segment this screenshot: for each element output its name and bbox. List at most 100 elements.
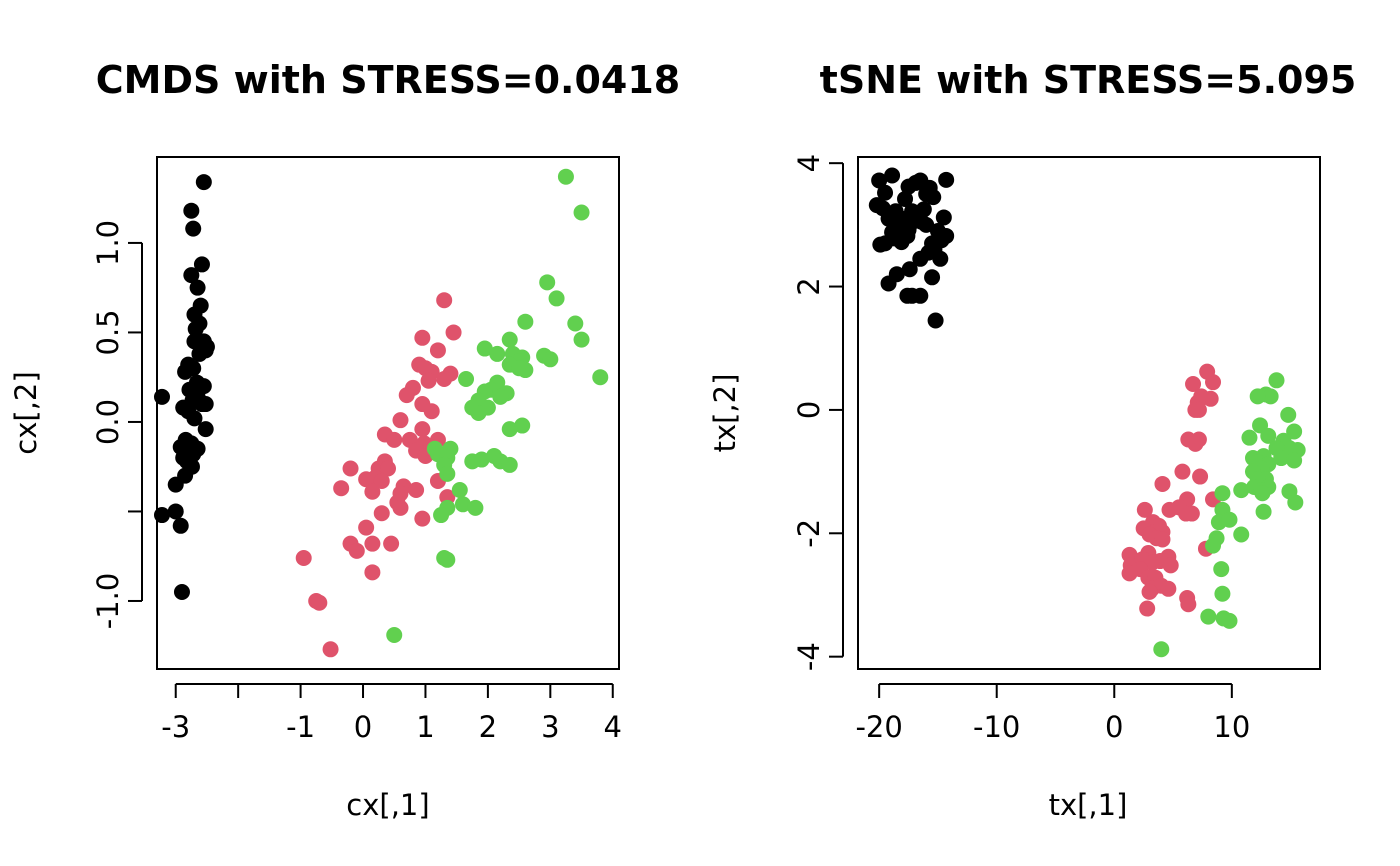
cmds-x-axis: -3 -1 0 1 2 3 4 bbox=[161, 683, 622, 744]
tsne-point-series-2 bbox=[1136, 501, 1153, 518]
cmds-point-series-2 bbox=[429, 342, 446, 359]
tsne-point-series-3 bbox=[1286, 452, 1303, 469]
cmds-point-series-3 bbox=[451, 481, 468, 498]
tsne-point-series-1 bbox=[884, 167, 901, 184]
tsne-point-series-1 bbox=[924, 269, 941, 286]
cmds-point-series-1 bbox=[183, 202, 200, 219]
cmds-point-series-2 bbox=[348, 542, 365, 559]
cmds-y-tick-label: 0.5 bbox=[91, 309, 125, 355]
cmds-point-series-2 bbox=[380, 460, 396, 477]
cmds-point-series-3 bbox=[548, 290, 565, 307]
cmds-point-series-1 bbox=[186, 410, 203, 427]
tsne-point-series-2 bbox=[1174, 463, 1191, 480]
cmds-y-tick-label: -1.0 bbox=[91, 573, 125, 630]
tsne-x-tick-label: -20 bbox=[855, 710, 902, 744]
tsne-point-series-3 bbox=[1200, 608, 1217, 625]
tsne-point-series-1 bbox=[893, 234, 910, 251]
cmds-point-series-3 bbox=[557, 168, 574, 185]
cmds-point-series-1 bbox=[167, 476, 184, 493]
tsne-point-series-1 bbox=[935, 209, 952, 226]
cmds-point-series-3 bbox=[542, 351, 559, 368]
cmds-point-series-3 bbox=[386, 626, 403, 643]
cmds-point-series-1 bbox=[167, 503, 184, 520]
cmds-point-series-3 bbox=[511, 360, 528, 377]
tsne-point-series-2 bbox=[1192, 468, 1209, 485]
tsne-point-series-1 bbox=[901, 261, 918, 278]
cmds-points bbox=[153, 168, 609, 658]
cmds-point-series-3 bbox=[539, 274, 556, 291]
tsne-point-series-1 bbox=[897, 190, 914, 207]
cmds-x-tick-label: -1 bbox=[286, 710, 315, 744]
tsne-point-series-1 bbox=[925, 189, 942, 206]
tsne-point-series-1 bbox=[904, 287, 921, 304]
cmds-point-series-2 bbox=[420, 372, 437, 389]
cmds-point-series-3 bbox=[433, 507, 450, 524]
cmds-point-series-1 bbox=[198, 338, 215, 355]
cmds-point-series-3 bbox=[458, 370, 475, 387]
cmds-point-series-2 bbox=[373, 473, 390, 490]
cmds-point-series-1 bbox=[186, 333, 203, 350]
tsne-point-series-2 bbox=[1180, 596, 1197, 613]
tsne-y-tick-label: 2 bbox=[792, 277, 826, 295]
tsne-point-series-3 bbox=[1286, 423, 1303, 440]
cmds-point-series-1 bbox=[197, 421, 214, 438]
tsne-point-series-3 bbox=[1221, 511, 1238, 528]
cmds-point-series-3 bbox=[592, 369, 609, 386]
tsne-point-series-3 bbox=[1273, 450, 1290, 467]
cmds-point-series-2 bbox=[342, 460, 359, 477]
tsne-point-series-2 bbox=[1190, 401, 1207, 418]
tsne-point-series-3 bbox=[1260, 427, 1277, 444]
tsne-point-series-1 bbox=[938, 171, 955, 188]
tsne-point-series-1 bbox=[871, 172, 888, 189]
cmds-point-series-2 bbox=[364, 483, 381, 500]
tsne-point-series-3 bbox=[1262, 388, 1279, 405]
cmds-point-series-3 bbox=[501, 331, 518, 348]
tsne-point-series-1 bbox=[880, 275, 897, 292]
tsne-x-axis-label: tx[,1] bbox=[1049, 788, 1128, 822]
cmds-point-series-1 bbox=[177, 363, 194, 380]
cmds-point-series-2 bbox=[392, 499, 409, 516]
tsne-point-series-3 bbox=[1268, 372, 1285, 389]
cmds-point-series-2 bbox=[373, 505, 390, 522]
tsne-point-series-3 bbox=[1205, 537, 1222, 554]
cmds-point-series-2 bbox=[392, 412, 409, 429]
tsne-point-series-1 bbox=[872, 236, 889, 253]
cmds-point-series-2 bbox=[414, 510, 431, 527]
tsne-point-series-2 bbox=[1185, 376, 1202, 393]
tsne-y-tick-label: 4 bbox=[792, 154, 826, 172]
cmds-title: CMDS with STRESS=0.0418 bbox=[96, 58, 680, 102]
tsne-y-tick-label: 0 bbox=[792, 401, 826, 419]
cmds-point-series-1 bbox=[187, 320, 204, 337]
cmds-point-series-3 bbox=[467, 499, 484, 516]
cmds-y-tick-label: 1.0 bbox=[91, 220, 125, 266]
cmds-point-series-2 bbox=[445, 324, 462, 341]
cmds-x-tick-label: 0 bbox=[354, 710, 372, 744]
tsne-point-series-1 bbox=[907, 174, 924, 191]
cmds-point-series-3 bbox=[470, 405, 487, 421]
tsne-point-series-2 bbox=[1139, 600, 1156, 617]
cmds-point-series-2 bbox=[414, 329, 431, 346]
tsne-point-series-2 bbox=[1187, 435, 1204, 452]
tsne-points bbox=[868, 167, 1306, 658]
tsne-point-series-2 bbox=[1141, 583, 1158, 600]
cmds-point-series-3 bbox=[492, 388, 509, 405]
tsne-point-series-1 bbox=[915, 201, 932, 218]
cmds-point-series-3 bbox=[501, 456, 518, 473]
tsne-point-series-2 bbox=[1154, 531, 1171, 548]
cmds-point-series-2 bbox=[311, 594, 328, 611]
cmds-point-series-2 bbox=[423, 403, 440, 420]
cmds-point-series-1 bbox=[153, 507, 170, 524]
tsne-point-series-3 bbox=[1213, 561, 1230, 578]
cmds-point-series-1 bbox=[172, 517, 189, 534]
cmds-point-series-3 bbox=[517, 313, 534, 330]
cmds-point-series-2 bbox=[408, 481, 425, 498]
tsne-point-series-3 bbox=[1287, 494, 1304, 511]
cmds-x-tick-label: -3 bbox=[161, 710, 190, 744]
cmds-point-series-3 bbox=[489, 345, 506, 362]
cmds-point-series-2 bbox=[436, 292, 453, 309]
cmds-point-series-1 bbox=[153, 388, 170, 405]
tsne-point-series-3 bbox=[1233, 482, 1250, 499]
cmds-point-series-2 bbox=[386, 431, 403, 448]
tsne-point-series-3 bbox=[1153, 641, 1170, 658]
